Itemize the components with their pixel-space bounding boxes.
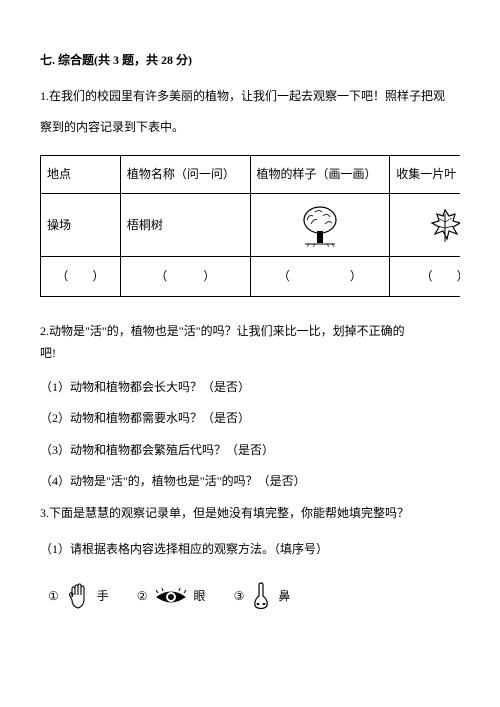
icons-row: ① 手 ② 眼 ③ 鼻 <box>48 582 460 612</box>
empty-cell: （ ） <box>41 257 121 297</box>
empty-cell: （ ） <box>250 257 390 297</box>
hand-icon <box>65 582 91 612</box>
th-location: 地点 <box>41 155 121 194</box>
cell-leaf-drawing <box>390 194 460 257</box>
q2-item-1: （1）动物和植物都会长大吗？（是否） <box>40 377 460 399</box>
th-appearance: 植物的样子（画一画） <box>250 155 390 194</box>
table-header-row: 地点 植物名称（问一问） 植物的样子（画一画） 收集一片叶 <box>41 155 461 194</box>
q3-text: 3.下面是慧慧的观察记录单，但是她没有填完整，你能帮她填完整吗？ <box>40 503 460 525</box>
q2-intro: 2.动物是"活"的，植物也是"活"的吗？让我们来比一比，划掉不正确的 吧! <box>40 321 460 364</box>
cell-plantname: 梧桐树 <box>120 194 250 257</box>
eye-icon <box>154 587 188 607</box>
q2-intro-l2: 吧! <box>40 346 56 360</box>
q1-table-wrapper: 地点 植物名称（问一问） 植物的样子（画一画） 收集一片叶 操场 梧桐树 <box>40 155 460 298</box>
icon-label-eye: 眼 <box>194 586 206 608</box>
q2-item-2: （2）动物和植物都需要水吗？（是否） <box>40 408 460 430</box>
leaf-icon <box>424 204 460 246</box>
icon-num-1: ① <box>48 586 59 608</box>
cell-tree-drawing <box>250 194 390 257</box>
nose-icon <box>250 582 272 612</box>
q1-table: 地点 植物名称（问一问） 植物的样子（画一画） 收集一片叶 操场 梧桐树 <box>40 155 460 298</box>
tree-icon <box>297 202 343 248</box>
q1-line2: 察到的内容记录到下表中。 <box>40 117 460 139</box>
cell-location: 操场 <box>41 194 121 257</box>
table-row-empty: （ ） （ ） （ ） （ ） <box>41 257 461 297</box>
q3-sub1: （1）请根据表格内容选择相应的观察方法。（填序号） <box>40 539 460 561</box>
icon-num-2: ② <box>137 586 148 608</box>
icon-label-nose: 鼻 <box>278 586 290 608</box>
q2-item-3: （3）动物和植物都会繁殖后代吗？（是否） <box>40 440 460 462</box>
q1-line1: 1.在我们的校园里有许多美丽的植物，让我们一起去观察一下吧！照样子把观 <box>40 86 460 108</box>
q2-item-4: （4）动物是"活"的，植物也是"活"的吗？（是否） <box>40 471 460 493</box>
icon-item-hand: ① 手 <box>48 582 109 612</box>
th-leaf: 收集一片叶 <box>390 155 460 194</box>
icon-label-hand: 手 <box>97 586 109 608</box>
icon-num-3: ③ <box>234 586 245 608</box>
icon-item-nose: ③ 鼻 <box>234 582 291 612</box>
q2-intro-l1: 2.动物是"活"的，植物也是"活"的吗？让我们来比一比，划掉不正确的 <box>40 324 405 338</box>
section-title: 七. 综合题(共 3 题，共 28 分) <box>40 50 460 72</box>
table-row: 操场 梧桐树 <box>41 194 461 257</box>
icon-item-eye: ② 眼 <box>137 586 206 608</box>
empty-cell: （ ） <box>120 257 250 297</box>
th-plantname: 植物名称（问一问） <box>120 155 250 194</box>
empty-cell: （ ） <box>390 257 460 297</box>
